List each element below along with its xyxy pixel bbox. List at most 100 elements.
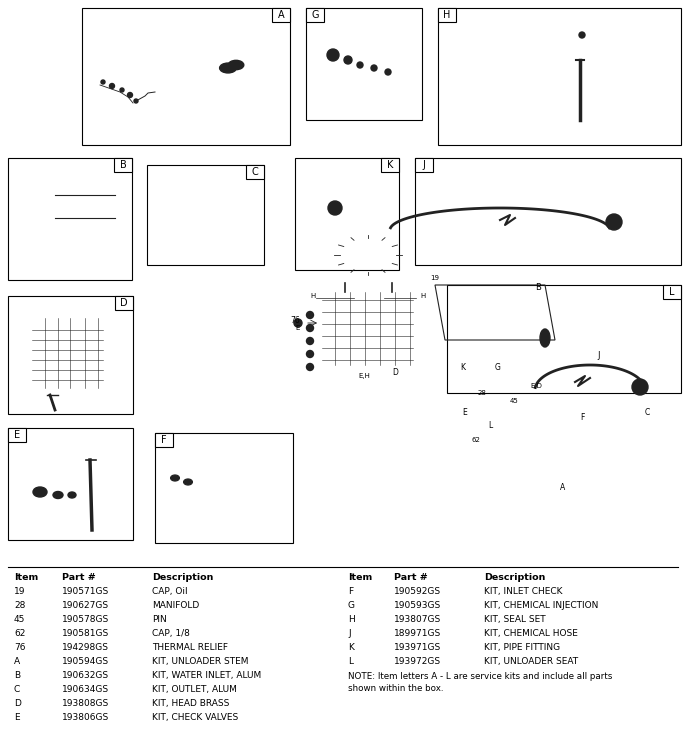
Text: E: E	[14, 430, 20, 440]
Bar	[415, 158, 433, 172]
Text: D: D	[120, 298, 128, 308]
Bar	[306, 8, 324, 22]
Bar	[415, 158, 681, 265]
Circle shape	[307, 324, 314, 332]
Text: Item: Item	[348, 573, 372, 582]
Circle shape	[307, 338, 314, 344]
Text: J: J	[423, 160, 425, 170]
Bar	[663, 285, 681, 299]
Ellipse shape	[33, 487, 47, 497]
Circle shape	[128, 93, 132, 97]
Text: A: A	[560, 483, 565, 492]
Text: D: D	[14, 699, 21, 708]
Bar	[30, 315, 105, 385]
Ellipse shape	[53, 492, 63, 498]
Text: F: F	[348, 587, 353, 596]
Circle shape	[579, 32, 585, 38]
Text: 190571GS: 190571GS	[62, 587, 109, 596]
Ellipse shape	[184, 479, 192, 485]
Text: B: B	[119, 160, 126, 170]
Text: D: D	[392, 368, 398, 377]
Bar	[438, 8, 456, 22]
Text: 193972GS: 193972GS	[394, 657, 441, 666]
Text: B: B	[535, 283, 541, 292]
Text: CAP, 1/8: CAP, 1/8	[152, 629, 190, 638]
Bar	[8, 428, 26, 442]
Circle shape	[385, 69, 391, 75]
Text: 190581GS: 190581GS	[62, 629, 109, 638]
Text: Description: Description	[152, 573, 213, 582]
Circle shape	[110, 83, 115, 88]
Text: 28: 28	[478, 390, 487, 396]
Text: C: C	[645, 408, 650, 417]
Text: Description: Description	[484, 573, 545, 582]
Bar	[306, 8, 422, 120]
Text: H: H	[443, 10, 451, 20]
Text: MANIFOLD: MANIFOLD	[152, 601, 199, 610]
Circle shape	[632, 379, 648, 395]
Text: 76: 76	[290, 316, 300, 325]
Text: 190594GS: 190594GS	[62, 657, 109, 666]
Text: G: G	[348, 601, 355, 610]
Text: H: H	[310, 293, 316, 299]
Circle shape	[307, 312, 314, 318]
Bar	[147, 165, 264, 265]
Text: A: A	[14, 657, 20, 666]
Text: B: B	[14, 671, 20, 680]
Circle shape	[307, 351, 314, 357]
Bar	[246, 165, 264, 179]
Text: KIT, OUTLET, ALUM: KIT, OUTLET, ALUM	[152, 685, 237, 694]
Bar	[82, 8, 290, 145]
Bar	[438, 8, 681, 145]
Text: F: F	[580, 413, 584, 422]
Text: E,H: E,H	[358, 373, 370, 379]
Text: KIT, HEAD BRASS: KIT, HEAD BRASS	[152, 699, 229, 708]
Bar	[295, 158, 399, 270]
Text: 193808GS: 193808GS	[62, 699, 109, 708]
Bar	[447, 285, 681, 393]
Text: 62: 62	[14, 629, 25, 638]
Bar	[115, 296, 133, 310]
Text: L: L	[488, 421, 493, 430]
Bar	[272, 8, 290, 22]
Circle shape	[328, 201, 342, 215]
Text: PIN: PIN	[152, 615, 167, 624]
Text: E,D: E,D	[530, 383, 542, 389]
Text: E: E	[295, 325, 299, 331]
Circle shape	[344, 56, 352, 64]
Bar	[8, 158, 132, 280]
Text: KIT, PIPE FITTING: KIT, PIPE FITTING	[484, 643, 560, 652]
Text: Part #: Part #	[394, 573, 428, 582]
Text: C: C	[14, 685, 21, 694]
Text: K: K	[348, 643, 354, 652]
Text: H: H	[420, 293, 425, 299]
Text: H: H	[348, 615, 355, 624]
Text: KIT, CHEMICAL INJECTION: KIT, CHEMICAL INJECTION	[484, 601, 598, 610]
Circle shape	[307, 363, 314, 371]
Text: 193971GS: 193971GS	[394, 643, 441, 652]
Text: 193807GS: 193807GS	[394, 615, 441, 624]
Text: 19: 19	[14, 587, 25, 596]
Text: NOTE: Item letters A - L are service kits and include all parts
shown within the: NOTE: Item letters A - L are service kit…	[348, 672, 613, 693]
Text: L: L	[670, 287, 675, 297]
Text: 45: 45	[14, 615, 25, 624]
Text: 190634GS: 190634GS	[62, 685, 109, 694]
Text: 190578GS: 190578GS	[62, 615, 109, 624]
Text: KIT, SEAL SET: KIT, SEAL SET	[484, 615, 545, 624]
Text: KIT, CHECK VALVES: KIT, CHECK VALVES	[152, 713, 238, 722]
Bar	[155, 433, 173, 447]
Text: 28: 28	[14, 601, 25, 610]
Text: 189971GS: 189971GS	[394, 629, 441, 638]
Text: 190592GS: 190592GS	[394, 587, 441, 596]
Bar	[114, 158, 132, 172]
Bar	[381, 158, 399, 172]
Circle shape	[371, 65, 377, 71]
Text: Item: Item	[14, 573, 38, 582]
Text: L: L	[348, 657, 353, 666]
Ellipse shape	[220, 63, 237, 73]
Circle shape	[606, 214, 622, 230]
Text: G: G	[495, 363, 501, 372]
Bar	[8, 428, 133, 540]
Circle shape	[294, 319, 302, 327]
Text: KIT, WATER INLET, ALUM: KIT, WATER INLET, ALUM	[152, 671, 261, 680]
